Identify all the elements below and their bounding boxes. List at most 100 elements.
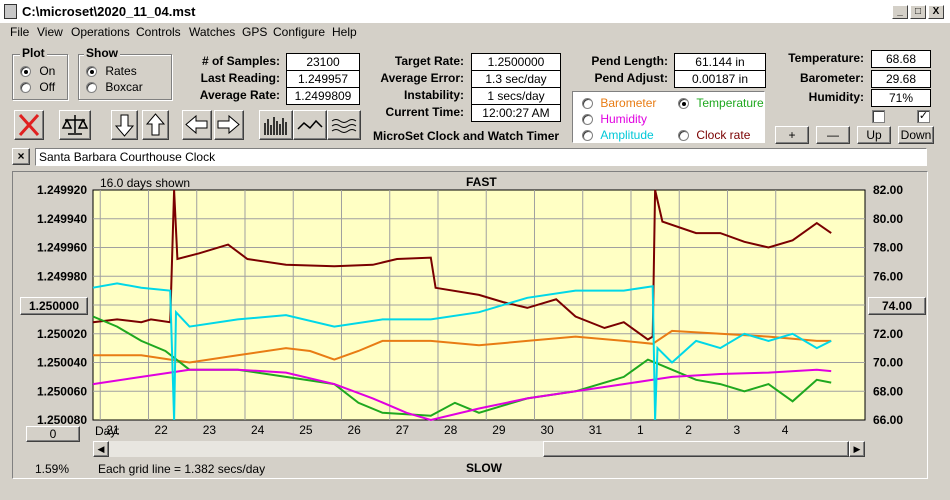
y-left-tick-label: 1.249980	[37, 269, 87, 283]
y-left-tick-label: 1.250060	[37, 384, 87, 398]
grid-note: Each grid line = 1.382 secs/day	[98, 462, 266, 476]
down-button[interactable]: Down	[898, 126, 934, 144]
radio-selected-icon	[20, 66, 31, 78]
x-tick-label: 25	[299, 423, 313, 437]
last-reading-label: Last Reading:	[200, 71, 280, 85]
window-title: C:\microset\2020_11_04.mst	[22, 4, 196, 19]
plot-group-label: Plot	[20, 46, 47, 60]
up-button[interactable]: Up	[857, 126, 891, 144]
wave-icon	[331, 119, 357, 133]
y-right-tick-label: 82.00	[873, 183, 903, 197]
right-arrow-button[interactable]	[214, 110, 244, 140]
series-humidity	[92, 368, 832, 422]
y-right-tick-label: 80.00	[873, 212, 903, 226]
humidity-value: 71%	[871, 89, 931, 107]
left-arrow-button[interactable]	[182, 110, 212, 140]
humidity-label: Humidity:	[808, 90, 864, 104]
current-time-value: 12:00:27 AM	[471, 104, 561, 122]
center-rate-button[interactable]: 1.250000	[20, 297, 88, 315]
stop-button[interactable]	[14, 110, 44, 140]
x-tick-label: 21	[106, 423, 120, 437]
scroll-right-icon[interactable]: ▶	[849, 441, 865, 457]
plot-off-radio[interactable]: Off	[20, 80, 55, 94]
checkbox-2[interactable]: ✓	[917, 110, 930, 123]
barometer-label: Barometer:	[799, 71, 864, 85]
maximize-button[interactable]: □	[910, 5, 926, 19]
menu-watches[interactable]: Watches	[189, 25, 236, 39]
offset-button[interactable]: 0	[26, 426, 80, 442]
close-window-button[interactable]: X	[928, 5, 944, 19]
arrow-left-icon	[185, 114, 208, 135]
plot-on-label: On	[39, 64, 56, 78]
center-sensor-button[interactable]: 74.00	[868, 297, 926, 315]
show-group	[78, 54, 172, 100]
chart-scrollbar[interactable]: ◀ ▶	[93, 441, 865, 457]
x-tick-label: 31	[589, 423, 603, 437]
show-boxcar-radio[interactable]: Boxcar	[86, 80, 143, 94]
title-bar: C:\microset\2020_11_04.mst _ □ X	[0, 0, 950, 24]
line-graph-icon	[297, 119, 323, 130]
overlay-amplitude-radio[interactable]: Amplitude	[582, 128, 654, 142]
down-arrow-button[interactable]	[111, 110, 138, 140]
menu-file[interactable]: File	[10, 25, 30, 39]
checkbox-1[interactable]	[872, 110, 885, 123]
radio-icon	[582, 98, 593, 110]
x-tick-label: 2	[685, 423, 692, 437]
plot-on-radio[interactable]: On	[20, 64, 55, 78]
balance-button[interactable]	[59, 110, 91, 140]
minimize-button[interactable]: _	[892, 5, 908, 19]
bars-view-button[interactable]	[259, 110, 293, 140]
menu-operations[interactable]: Operations	[71, 25, 130, 39]
clear-notes-button[interactable]: ×	[12, 148, 30, 165]
overlay-humidity-label: Humidity	[600, 112, 648, 126]
overlay-temperature-radio[interactable]: Temperature	[678, 96, 764, 110]
x-tick-label: 28	[444, 423, 458, 437]
barometer-value: 29.68	[871, 70, 931, 88]
arrow-up-icon	[145, 113, 166, 136]
menu-view[interactable]: View	[37, 25, 63, 39]
app-name: MicroSet Clock and Watch Timer	[373, 129, 560, 143]
y-left-tick-label: 1.249960	[37, 241, 87, 255]
y-left-tick-label: 1.250020	[37, 327, 87, 341]
pend-length-label: Pend Length:	[591, 54, 668, 68]
minus-button[interactable]: —	[816, 126, 850, 144]
day-axis-label: Day:	[95, 424, 120, 438]
last-reading-value: 1.249957	[286, 70, 360, 88]
y-right-tick-label: 68.00	[873, 384, 903, 398]
x-tick-label: 26	[347, 423, 361, 437]
radio-icon	[582, 114, 593, 126]
scroll-left-icon[interactable]: ◀	[93, 441, 109, 457]
plot-off-label: Off	[39, 80, 56, 94]
scale-icon	[61, 115, 89, 135]
menu-bar: File View Operations Controls Watches GP…	[0, 24, 950, 42]
show-rates-radio[interactable]: Rates	[86, 64, 137, 78]
menu-gps[interactable]: GPS	[242, 25, 268, 39]
line-view-button[interactable]	[293, 110, 327, 140]
show-boxcar-label: Boxcar	[105, 80, 143, 94]
menu-configure[interactable]: Configure	[273, 25, 326, 39]
instability-label: Instability:	[403, 88, 464, 102]
slow-label: SLOW	[466, 461, 502, 475]
overlay-amplitude-label: Amplitude	[600, 128, 654, 142]
average-rate-value: 1.2499809	[286, 87, 360, 105]
x-tick-label: 29	[492, 423, 506, 437]
menu-help[interactable]: Help	[332, 25, 357, 39]
plus-button[interactable]: +	[775, 126, 809, 144]
notes-input[interactable]: Santa Barbara Courthouse Clock	[35, 148, 927, 166]
menu-controls[interactable]: Controls	[136, 25, 181, 39]
scroll-thumb[interactable]	[543, 441, 849, 457]
show-rates-label: Rates	[105, 64, 137, 78]
target-rate-label: Target Rate:	[394, 54, 464, 68]
overlay-humidity-radio[interactable]: Humidity	[582, 112, 647, 126]
x-tick-label: 27	[396, 423, 410, 437]
overlay-clockrate-radio[interactable]: Clock rate	[678, 128, 750, 142]
wave-view-button[interactable]	[327, 110, 361, 140]
overlay-barometer-radio[interactable]: Barometer	[582, 96, 656, 110]
x-tick-label: 3	[733, 423, 740, 437]
current-time-label: Current Time:	[385, 105, 464, 119]
pend-adjust-value: 0.00187 in	[674, 70, 766, 88]
overlay-clockrate-label: Clock rate	[696, 128, 751, 142]
chart-panel	[12, 171, 928, 479]
up-arrow-button[interactable]	[142, 110, 169, 140]
